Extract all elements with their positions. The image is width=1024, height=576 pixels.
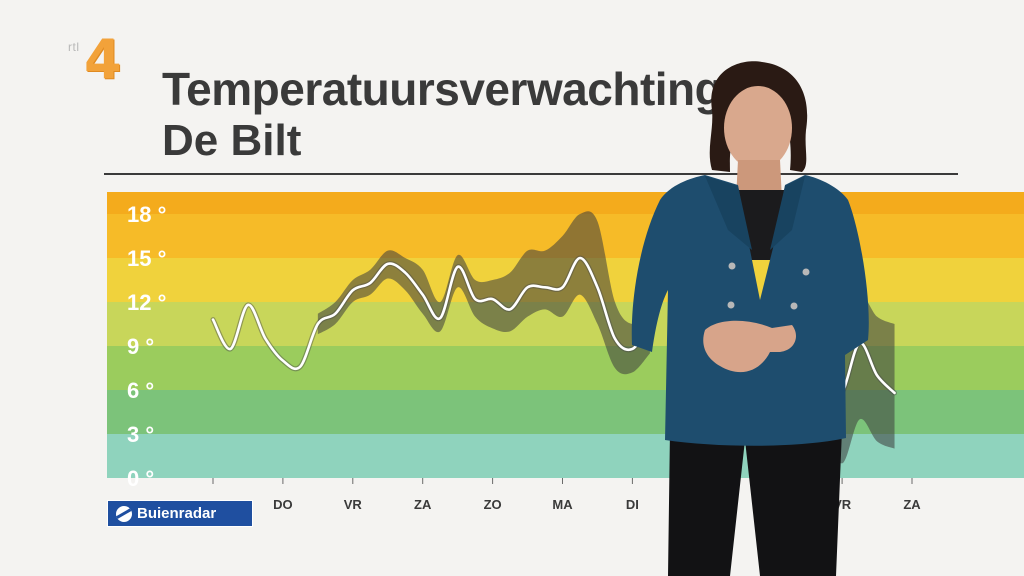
y-tick-label-15: 15 ° xyxy=(127,246,166,271)
y-tick-label-12: 12 ° xyxy=(127,290,166,315)
channel-number: 4 xyxy=(84,28,122,91)
y-tick-label-9: 9 ° xyxy=(127,334,154,359)
x-tick-label-2: VR xyxy=(344,497,363,512)
x-tick-label-10: ZA xyxy=(903,497,921,512)
buienradar-logo-icon xyxy=(116,505,132,522)
y-tick-label-6: 6 ° xyxy=(127,378,154,403)
x-tick-label-5: MA xyxy=(552,497,573,512)
forecast-range-area-0 xyxy=(317,211,650,375)
y-tick-label-18: 18 ° xyxy=(127,202,166,227)
y-tick-label-3: 3 ° xyxy=(127,422,154,447)
title-divider xyxy=(104,173,958,175)
forecast-median-line-0 xyxy=(211,256,652,371)
y-tick-label-0: 0 ° xyxy=(127,466,154,491)
chart-title-line2: De Bilt xyxy=(162,116,302,165)
temperature-band-0 xyxy=(107,434,1024,478)
buienradar-label: Buienradar xyxy=(137,505,217,522)
x-tick-label-1: DO xyxy=(273,497,293,512)
y-tick-labels: 0 ° 3 ° 6 ° 9 ° 12 ° 15 ° 18 ° xyxy=(127,202,166,491)
x-tick-label-6: DI xyxy=(626,497,639,512)
x-tick-label-4: ZO xyxy=(484,497,502,512)
buienradar-badge: Buienradar xyxy=(107,500,253,527)
rtl4-logo: rtl 4 xyxy=(66,28,126,91)
rtl-text: rtl xyxy=(68,40,80,54)
chart-title-line1: Temperatuursverwachting xyxy=(162,63,723,115)
x-tick-label-3: ZA xyxy=(414,497,432,512)
